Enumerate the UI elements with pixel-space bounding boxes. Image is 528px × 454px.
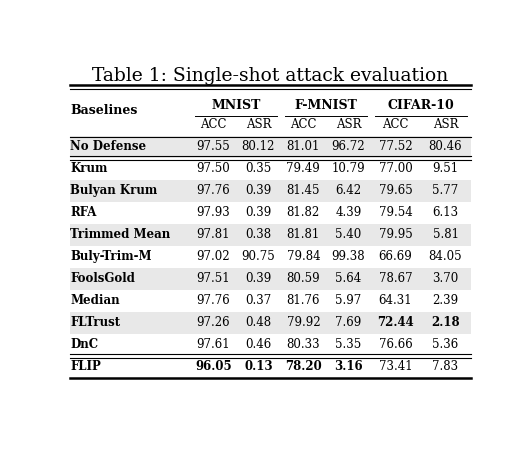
Text: 5.40: 5.40 bbox=[335, 228, 362, 241]
Text: 4.39: 4.39 bbox=[335, 206, 362, 219]
Text: 79.49: 79.49 bbox=[287, 162, 320, 175]
Text: 6.42: 6.42 bbox=[335, 184, 361, 197]
Text: 3.16: 3.16 bbox=[334, 360, 363, 373]
Text: DnC: DnC bbox=[70, 338, 98, 351]
Text: 96.05: 96.05 bbox=[195, 360, 232, 373]
Text: 81.45: 81.45 bbox=[287, 184, 320, 197]
Text: 0.46: 0.46 bbox=[245, 338, 271, 351]
Text: 99.38: 99.38 bbox=[332, 250, 365, 263]
Text: 10.79: 10.79 bbox=[332, 162, 365, 175]
Text: 97.76: 97.76 bbox=[196, 184, 230, 197]
Text: 64.31: 64.31 bbox=[379, 294, 412, 307]
Text: 81.82: 81.82 bbox=[287, 206, 320, 219]
Text: 78.67: 78.67 bbox=[379, 272, 412, 285]
Text: Trimmed Mean: Trimmed Mean bbox=[70, 228, 171, 241]
Text: FLIP: FLIP bbox=[70, 360, 101, 373]
Text: 7.83: 7.83 bbox=[432, 360, 459, 373]
Text: 97.55: 97.55 bbox=[196, 140, 230, 153]
Bar bbox=[70, 180, 471, 202]
Text: 81.81: 81.81 bbox=[287, 228, 320, 241]
Text: 7.69: 7.69 bbox=[335, 316, 362, 329]
Text: 77.52: 77.52 bbox=[379, 140, 412, 153]
Text: 79.84: 79.84 bbox=[287, 250, 320, 263]
Text: 0.39: 0.39 bbox=[245, 206, 271, 219]
Text: Bulyan Krum: Bulyan Krum bbox=[70, 184, 157, 197]
Text: Krum: Krum bbox=[70, 162, 108, 175]
Text: 73.41: 73.41 bbox=[379, 360, 412, 373]
Text: 97.81: 97.81 bbox=[196, 228, 230, 241]
Bar bbox=[70, 268, 471, 290]
Text: 78.20: 78.20 bbox=[285, 360, 322, 373]
Text: 79.92: 79.92 bbox=[287, 316, 320, 329]
Text: 97.61: 97.61 bbox=[196, 338, 230, 351]
Text: 5.64: 5.64 bbox=[335, 272, 362, 285]
Text: 80.12: 80.12 bbox=[242, 140, 275, 153]
Bar bbox=[70, 312, 471, 334]
Text: 96.72: 96.72 bbox=[332, 140, 365, 153]
Text: 0.38: 0.38 bbox=[246, 228, 271, 241]
Text: 0.39: 0.39 bbox=[245, 272, 271, 285]
Text: 0.48: 0.48 bbox=[246, 316, 271, 329]
Text: 80.46: 80.46 bbox=[429, 140, 463, 153]
Text: ACC: ACC bbox=[382, 118, 409, 131]
Text: 2.39: 2.39 bbox=[432, 294, 459, 307]
Text: Baselines: Baselines bbox=[70, 104, 137, 117]
Text: F-MNIST: F-MNIST bbox=[295, 99, 357, 113]
Text: 9.51: 9.51 bbox=[432, 162, 459, 175]
Text: 97.51: 97.51 bbox=[196, 272, 230, 285]
Text: Median: Median bbox=[70, 294, 120, 307]
Text: 97.02: 97.02 bbox=[196, 250, 230, 263]
Text: RFA: RFA bbox=[70, 206, 97, 219]
Text: 79.54: 79.54 bbox=[379, 206, 412, 219]
Text: MNIST: MNIST bbox=[211, 99, 260, 113]
Text: 5.97: 5.97 bbox=[335, 294, 362, 307]
Text: 5.81: 5.81 bbox=[432, 228, 458, 241]
Bar bbox=[70, 136, 471, 158]
Text: ACC: ACC bbox=[200, 118, 227, 131]
Text: 72.44: 72.44 bbox=[377, 316, 414, 329]
Text: 0.37: 0.37 bbox=[245, 294, 271, 307]
Text: ASR: ASR bbox=[433, 118, 458, 131]
Text: ASR: ASR bbox=[246, 118, 271, 131]
Text: 97.76: 97.76 bbox=[196, 294, 230, 307]
Text: FLTrust: FLTrust bbox=[70, 316, 120, 329]
Text: 81.01: 81.01 bbox=[287, 140, 320, 153]
Text: 90.75: 90.75 bbox=[241, 250, 275, 263]
Text: No Defense: No Defense bbox=[70, 140, 146, 153]
Text: 2.18: 2.18 bbox=[431, 316, 460, 329]
Text: 97.26: 97.26 bbox=[196, 316, 230, 329]
Text: 80.33: 80.33 bbox=[287, 338, 320, 351]
Text: FoolsGold: FoolsGold bbox=[70, 272, 135, 285]
Text: ASR: ASR bbox=[336, 118, 361, 131]
Text: CIFAR-10: CIFAR-10 bbox=[388, 99, 455, 113]
Text: 3.70: 3.70 bbox=[432, 272, 459, 285]
Text: Table 1: Single-shot attack evaluation: Table 1: Single-shot attack evaluation bbox=[92, 67, 449, 85]
Text: 97.50: 97.50 bbox=[196, 162, 230, 175]
Text: 66.69: 66.69 bbox=[379, 250, 412, 263]
Text: 0.35: 0.35 bbox=[245, 162, 271, 175]
Text: 0.39: 0.39 bbox=[245, 184, 271, 197]
Text: 80.59: 80.59 bbox=[287, 272, 320, 285]
Text: 97.93: 97.93 bbox=[196, 206, 230, 219]
Text: 5.35: 5.35 bbox=[335, 338, 362, 351]
Text: 6.13: 6.13 bbox=[432, 206, 459, 219]
Text: ACC: ACC bbox=[290, 118, 317, 131]
Text: 5.36: 5.36 bbox=[432, 338, 459, 351]
Text: 77.00: 77.00 bbox=[379, 162, 412, 175]
Text: 0.13: 0.13 bbox=[244, 360, 272, 373]
Text: 79.95: 79.95 bbox=[379, 228, 412, 241]
Text: Buly-Trim-M: Buly-Trim-M bbox=[70, 250, 152, 263]
Text: 79.65: 79.65 bbox=[379, 184, 412, 197]
Text: 76.66: 76.66 bbox=[379, 338, 412, 351]
Text: 5.77: 5.77 bbox=[432, 184, 459, 197]
Text: 84.05: 84.05 bbox=[429, 250, 463, 263]
Text: 81.76: 81.76 bbox=[287, 294, 320, 307]
Bar bbox=[70, 224, 471, 246]
